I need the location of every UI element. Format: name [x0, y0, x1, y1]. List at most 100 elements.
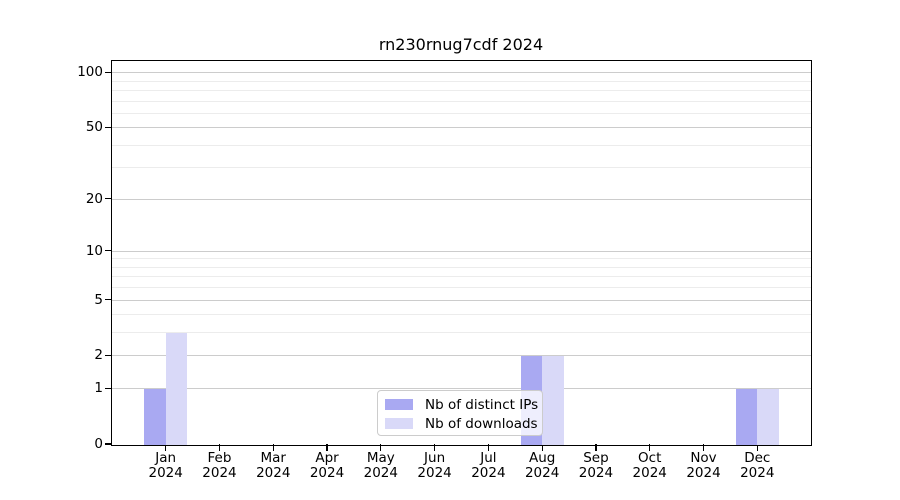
x-tick-mark [541, 444, 543, 451]
y-tick-mark [105, 250, 112, 252]
y-axis-tick-label: 10 [85, 242, 103, 259]
gridline-major [112, 127, 811, 129]
x-tick-mark [218, 444, 221, 451]
x-tick-mark [165, 444, 167, 451]
y-tick-mark [105, 198, 112, 200]
x-axis-tick-label: Oct 2024 [620, 451, 680, 481]
x-tick-month: Aug [528, 450, 556, 466]
x-tick-mark [380, 444, 382, 451]
legend-swatch-downloads [385, 418, 413, 429]
gridline-major [112, 250, 811, 252]
x-tick-mark [487, 444, 490, 451]
y-tick-mark [105, 387, 112, 389]
x-axis-tick-label: Jul 2024 [458, 451, 518, 481]
plot-area: Nb of distinct IPs Nb of downloads [111, 60, 812, 446]
x-axis-tick-label: Apr 2024 [297, 451, 357, 481]
x-tick-year: 2024 [471, 465, 506, 481]
x-tick-month: Mar [260, 450, 286, 466]
bar-downloads [757, 389, 779, 445]
y-tick-mark [105, 71, 112, 73]
gridline-minor [112, 276, 811, 278]
legend-row-downloads: Nb of downloads [385, 414, 542, 433]
gridline-minor [112, 144, 811, 146]
gridline-minor [112, 80, 811, 82]
x-tick-month: Jul [480, 450, 497, 466]
x-tick-month: Jan [155, 450, 177, 466]
gridline-minor [112, 287, 811, 289]
x-axis-tick-label: Nov 2024 [674, 451, 734, 481]
legend-label-distinct-ips: Nb of distinct IPs [425, 396, 539, 413]
x-tick-month: Dec [744, 450, 771, 466]
x-tick-year: 2024 [256, 465, 291, 481]
x-tick-mark [272, 444, 274, 451]
x-tick-year: 2024 [740, 465, 775, 481]
x-tick-year: 2024 [686, 465, 721, 481]
bar-distinct-ips [735, 389, 758, 445]
x-tick-mark [649, 444, 651, 451]
gridline-major [112, 299, 811, 301]
gridline-minor [112, 112, 811, 114]
gridline-minor [112, 314, 811, 316]
y-axis-tick-label: 0 [94, 436, 103, 452]
legend-label-downloads: Nb of downloads [425, 415, 538, 432]
x-axis-tick-label: Feb 2024 [189, 451, 249, 481]
x-tick-month: Oct [638, 450, 662, 466]
gridline-minor [112, 89, 811, 91]
y-tick-mark [105, 299, 112, 301]
x-tick-mark [595, 444, 597, 451]
x-tick-year: 2024 [202, 465, 237, 481]
x-tick-month: Jun [424, 450, 446, 466]
x-tick-month: Nov [690, 450, 717, 466]
x-tick-mark [756, 444, 758, 451]
y-axis-tick-label: 1 [94, 380, 103, 397]
gridline-major [112, 355, 811, 357]
x-axis-tick-label: Jun 2024 [405, 451, 465, 481]
x-axis-tick-label: Aug 2024 [512, 451, 572, 481]
bars-layer [112, 61, 811, 445]
gridline-minor [112, 100, 811, 102]
legend: Nb of distinct IPs Nb of downloads [377, 390, 543, 436]
y-tick-mark [105, 443, 112, 445]
y-axis-tick-label: 50 [85, 119, 103, 136]
x-tick-month: Feb [207, 450, 232, 466]
x-tick-mark [433, 444, 436, 451]
x-axis-tick-label: Mar 2024 [243, 451, 303, 481]
legend-row-distinct-ips: Nb of distinct IPs [385, 395, 542, 414]
x-axis-tick-label: Jan 2024 [136, 451, 196, 481]
legend-swatch-distinct-ips [385, 399, 413, 410]
bar-distinct-ips [144, 389, 166, 445]
x-tick-month: Apr [315, 450, 339, 466]
y-axis-tick-label: 2 [94, 347, 103, 364]
gridline-major [112, 72, 811, 74]
chart-title: rn230rnug7cdf 2024 [378, 35, 544, 54]
x-tick-year: 2024 [524, 465, 560, 481]
bar-downloads [542, 356, 564, 445]
gridline-minor [112, 167, 811, 169]
y-tick-mark [105, 126, 112, 128]
y-axis-tick-label: 100 [77, 64, 103, 81]
bar-downloads [165, 333, 188, 445]
gridline-minor [112, 332, 811, 334]
gridline-major [112, 198, 811, 200]
x-tick-year: 2024 [309, 465, 345, 481]
x-axis-tick-label: Dec 2024 [727, 451, 787, 481]
y-axis-tick-label: 20 [85, 190, 103, 207]
x-tick-year: 2024 [632, 465, 667, 481]
y-axis-tick-label: 5 [94, 291, 103, 308]
gridline-major [112, 388, 811, 390]
x-tick-year: 2024 [363, 465, 398, 481]
x-tick-year: 2024 [148, 465, 183, 481]
gridlines-layer [112, 61, 811, 445]
x-tick-mark [326, 444, 328, 451]
x-tick-year: 2024 [417, 465, 452, 481]
y-tick-mark [105, 354, 112, 357]
x-tick-year: 2024 [578, 465, 614, 481]
x-tick-month: Sep [583, 450, 609, 466]
gridline-minor [112, 266, 811, 268]
gridline-minor [112, 258, 811, 260]
x-tick-month: May [366, 450, 395, 466]
x-axis-tick-label: May 2024 [351, 451, 411, 481]
x-tick-mark [702, 444, 705, 451]
x-axis-tick-label: Sep 2024 [566, 451, 626, 481]
